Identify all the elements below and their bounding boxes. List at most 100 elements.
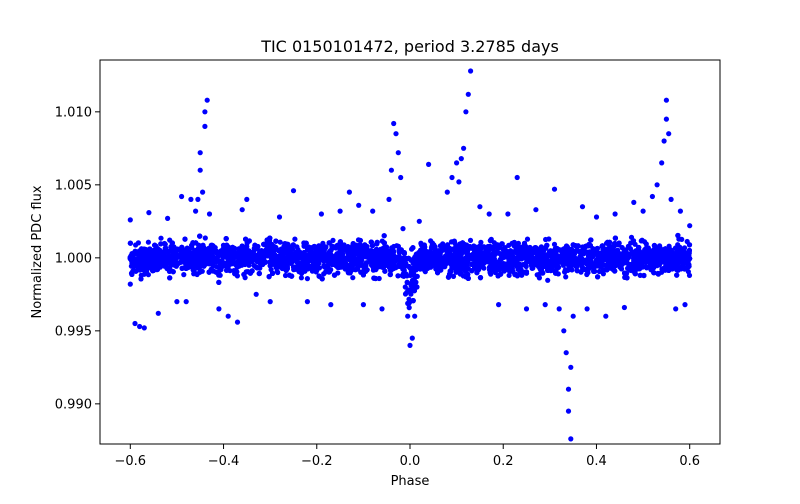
data-point — [190, 250, 196, 256]
data-point — [346, 264, 352, 271]
data-point — [519, 272, 525, 278]
data-point — [133, 242, 139, 248]
data-point — [323, 269, 329, 275]
data-point — [540, 270, 546, 276]
data-point — [644, 265, 650, 271]
data-point — [568, 265, 574, 271]
data-point — [315, 254, 321, 260]
data-point — [666, 257, 672, 263]
data-point — [143, 268, 150, 274]
data-point — [674, 272, 680, 278]
data-point — [546, 236, 552, 242]
data-point — [624, 275, 630, 281]
data-point — [357, 237, 363, 244]
data-point — [450, 273, 457, 279]
data-point — [305, 246, 311, 253]
data-point — [648, 262, 654, 268]
data-point — [308, 254, 314, 261]
data-point — [217, 272, 223, 278]
data-point — [521, 240, 528, 246]
data-point — [469, 268, 475, 274]
data-point — [321, 248, 327, 254]
data-point — [474, 270, 480, 276]
data-point — [240, 251, 246, 257]
data-point — [459, 264, 465, 271]
data-point — [445, 274, 452, 280]
data-point — [666, 243, 672, 249]
data-point — [409, 271, 415, 277]
data-point — [274, 268, 280, 274]
data-point — [615, 254, 621, 260]
data-point — [506, 272, 512, 278]
data-point — [502, 246, 508, 252]
data-point — [610, 265, 616, 271]
data-point — [645, 253, 651, 259]
data-point — [566, 251, 572, 257]
data-point — [216, 279, 222, 285]
data-point — [686, 247, 693, 254]
data-point — [191, 271, 197, 277]
data-point — [130, 259, 136, 265]
data-point — [376, 275, 382, 282]
data-point — [629, 249, 635, 255]
data-point — [406, 264, 412, 270]
data-point — [406, 301, 412, 307]
data-point — [352, 267, 359, 273]
data-point — [645, 245, 651, 251]
data-point — [551, 241, 558, 247]
data-point — [684, 265, 690, 271]
data-point — [355, 247, 362, 253]
data-point — [243, 236, 249, 242]
data-point — [316, 273, 322, 279]
data-point — [185, 253, 192, 259]
data-point — [137, 250, 144, 256]
data-point — [487, 238, 493, 244]
data-point — [591, 268, 597, 274]
data-point — [381, 240, 387, 246]
data-point — [175, 246, 181, 252]
data-point — [196, 245, 202, 251]
data-point — [585, 269, 591, 276]
data-point — [618, 266, 625, 272]
data-point — [246, 248, 252, 254]
data-point — [402, 291, 409, 297]
data-point — [127, 240, 133, 246]
data-point — [266, 274, 272, 280]
data-point — [145, 239, 151, 245]
data-point — [146, 265, 152, 271]
data-point — [161, 249, 167, 255]
data-point — [632, 257, 638, 263]
data-point — [599, 243, 606, 249]
data-point — [351, 247, 357, 253]
data-point — [228, 261, 234, 267]
data-point — [230, 244, 236, 250]
data-point — [612, 235, 619, 241]
data-point — [181, 272, 187, 278]
data-point — [331, 272, 338, 278]
data-point — [321, 258, 327, 264]
data-point — [675, 232, 681, 239]
data-point — [414, 253, 420, 259]
data-point — [292, 236, 298, 242]
data-point — [491, 249, 497, 255]
data-point — [523, 269, 530, 275]
data-point — [404, 279, 410, 285]
data-point — [321, 263, 327, 269]
data-point — [666, 267, 672, 273]
data-point — [388, 249, 394, 255]
data-point — [686, 272, 693, 278]
data-point — [427, 249, 433, 255]
data-point — [150, 267, 157, 273]
data-point — [352, 259, 358, 265]
data-point — [206, 245, 212, 251]
data-point — [282, 272, 289, 279]
data-point — [304, 276, 310, 282]
data-point — [193, 240, 199, 246]
data-point — [311, 243, 317, 250]
data-point — [440, 243, 446, 249]
data-point — [283, 267, 289, 273]
data-point — [260, 261, 266, 267]
data-point — [202, 235, 208, 241]
data-point — [363, 260, 369, 266]
data-point — [152, 263, 158, 269]
